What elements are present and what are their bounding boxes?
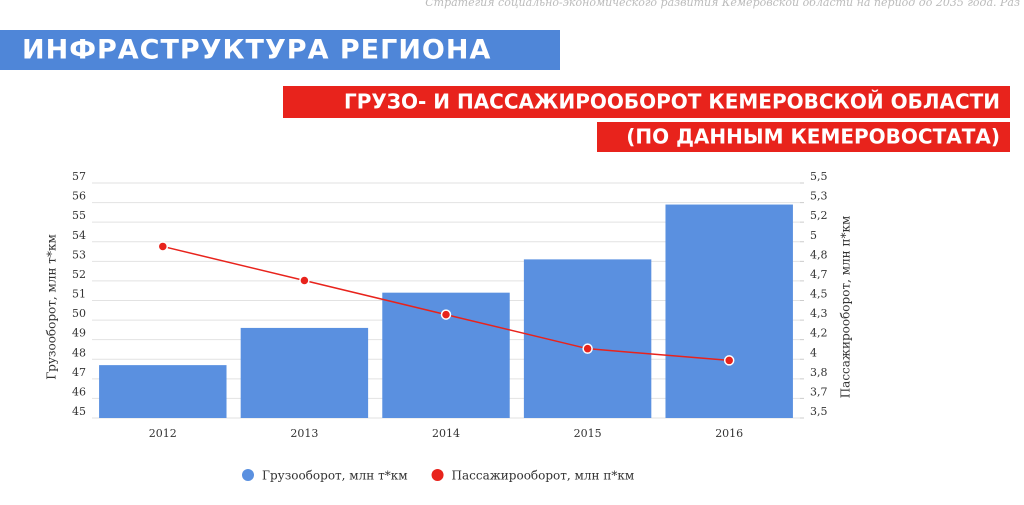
point: [157, 241, 169, 252]
y-tick-label: 54: [72, 229, 86, 242]
y-tick-label: 47: [72, 366, 86, 379]
y2-tick-label: 4,8: [810, 248, 828, 261]
legend-marker: [431, 469, 444, 481]
x-tick-label: 2015: [574, 427, 602, 440]
point: [723, 355, 735, 366]
bar: [240, 327, 369, 418]
title-banner: [283, 86, 1010, 118]
y2-tick-label: 5,3: [810, 190, 828, 203]
point: [440, 309, 452, 320]
y-tick-label: 56: [72, 190, 86, 203]
y-tick-label: 50: [72, 307, 86, 320]
legend-marker: [242, 469, 254, 481]
y-tick-label: 48: [72, 346, 86, 359]
legend-label: Пассажирооборот, млн п*км: [452, 469, 635, 483]
y-axis-label: Грузооборот, млн т*км: [45, 234, 59, 380]
y2-tick-label: 5: [810, 229, 817, 242]
y2-tick-label: 5,2: [810, 209, 828, 222]
bar: [99, 365, 227, 418]
y2-tick-label: 4,5: [810, 288, 828, 301]
y2-tick-label: 4,2: [810, 327, 828, 340]
y-tick-label: 53: [72, 248, 86, 261]
y2-tick-label: 3,5: [810, 405, 828, 418]
y-tick-label: 45: [72, 405, 86, 418]
legend-label: Грузооборот, млн т*км: [262, 469, 408, 483]
y-tick-label: 55: [72, 209, 86, 222]
y2-tick-label: 3,7: [810, 385, 828, 398]
section-title: ИНФРАСТРУКТУРА РЕГИОНА: [22, 35, 491, 66]
point: [582, 343, 593, 354]
y2-axis-label: Пассажирооборот, млн п*км: [839, 216, 853, 399]
y-tick-label: 52: [72, 268, 86, 281]
x-tick-label: 2016: [715, 427, 743, 440]
subtitle-banner: [597, 122, 1010, 152]
y-tick-label: 51: [72, 288, 86, 301]
chart-title: ГРУЗО- И ПАССАЖИРООБОРОТ КЕМЕРОВСКОЙ ОБЛ…: [344, 90, 1000, 114]
y2-tick-label: 3,8: [810, 366, 828, 379]
y-tick-label: 46: [72, 385, 86, 398]
y2-tick-label: 4: [810, 346, 817, 359]
point: [299, 275, 310, 286]
y-tick-label: 57: [72, 170, 86, 183]
y2-tick-label: 4,3: [810, 307, 828, 320]
y2-tick-label: 4,7: [810, 268, 828, 281]
x-tick-label: 2012: [149, 427, 177, 440]
x-tick-label: 2014: [432, 427, 460, 440]
y-tick-label: 49: [72, 327, 86, 340]
y2-tick-label: 5,5: [810, 170, 828, 183]
section-banner: [0, 30, 560, 70]
chart-subtitle: (ПО ДАННЫМ КЕМЕРОВОСТАТА): [626, 125, 1000, 149]
bar: [665, 204, 793, 418]
x-tick-label: 2013: [290, 427, 318, 440]
source-note: Стратегия социально-экономического разви…: [425, 0, 1020, 9]
